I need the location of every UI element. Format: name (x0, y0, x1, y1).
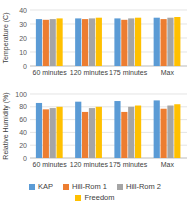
legend-swatch (29, 184, 35, 190)
y-tick-label: 80 (19, 103, 27, 110)
x-tick-label: 120 minutes (70, 161, 109, 168)
bar (96, 107, 102, 158)
legend-item: Freedom (75, 192, 114, 203)
bar (43, 20, 49, 66)
bar (75, 102, 81, 158)
x-tick-label: Max (161, 69, 175, 76)
bar (161, 19, 167, 66)
bar (167, 18, 173, 66)
y-tick-label: 0 (23, 155, 27, 162)
bar (135, 18, 141, 66)
grid-line (30, 94, 187, 95)
bar (50, 108, 56, 158)
bar (75, 18, 81, 66)
bar (50, 19, 56, 66)
x-tick-label: 60 minutes (33, 161, 68, 168)
bar (43, 109, 49, 158)
bar (96, 18, 102, 66)
x-tick-label: 175 minutes (109, 161, 148, 168)
bar (114, 18, 120, 66)
legend-item: KAP (29, 181, 53, 192)
y-tick-label: 40 (19, 7, 27, 14)
legend-label: KAP (38, 181, 53, 192)
legend-swatch (63, 184, 69, 190)
y-tick-label: 20 (19, 142, 27, 149)
bar (89, 108, 95, 158)
legend-label: Hill-Rom 2 (126, 181, 161, 192)
y-tick-label: 30 (19, 21, 27, 28)
y-axis-label: Relative Humidity (%) (2, 92, 10, 159)
y-tick-label: 100 (15, 91, 27, 98)
y-tick-label: 60 (19, 116, 27, 123)
bars (36, 17, 181, 66)
bar (114, 101, 120, 158)
y-tick-label: 40 (19, 129, 27, 136)
legend-swatch (75, 195, 81, 201)
legend-item: Hill-Rom 2 (117, 181, 161, 192)
grid-line (30, 106, 187, 107)
bar (121, 112, 127, 158)
y-axis-label: Temperature (C) (2, 13, 10, 64)
bar (36, 103, 42, 158)
bar (56, 107, 62, 158)
grid-line (30, 10, 187, 11)
bars (36, 100, 181, 158)
legend-label: Hill-Rom 1 (72, 181, 107, 192)
y-tick-label: 20 (19, 35, 27, 42)
chart: 010203040Temperature (C)60 minutes120 mi… (0, 0, 190, 207)
bar (128, 107, 134, 158)
bar (161, 109, 167, 158)
bar (174, 104, 180, 158)
bar (82, 19, 88, 66)
y-tick-label: 10 (19, 49, 27, 56)
bar (56, 18, 62, 66)
bar (154, 18, 160, 66)
bar (36, 19, 42, 66)
bar (135, 106, 141, 158)
legend-label: Freedom (84, 192, 114, 203)
bar (128, 18, 134, 66)
bar (174, 17, 180, 66)
legend-swatch (117, 184, 123, 190)
x-tick-label: 175 minutes (109, 69, 148, 76)
bar (154, 100, 160, 158)
bar (82, 112, 88, 158)
x-tick-label: 60 minutes (33, 69, 68, 76)
y-tick-label: 0 (23, 63, 27, 70)
x-tick-label: 120 minutes (70, 69, 109, 76)
x-tick-label: Max (161, 161, 175, 168)
legend-item: Hill-Rom 1 (63, 181, 107, 192)
bar (121, 20, 127, 66)
legend: KAP Hill-Rom 1 Hill-Rom 2 Freedom (2, 181, 188, 203)
bar (167, 106, 173, 158)
bar (89, 18, 95, 66)
